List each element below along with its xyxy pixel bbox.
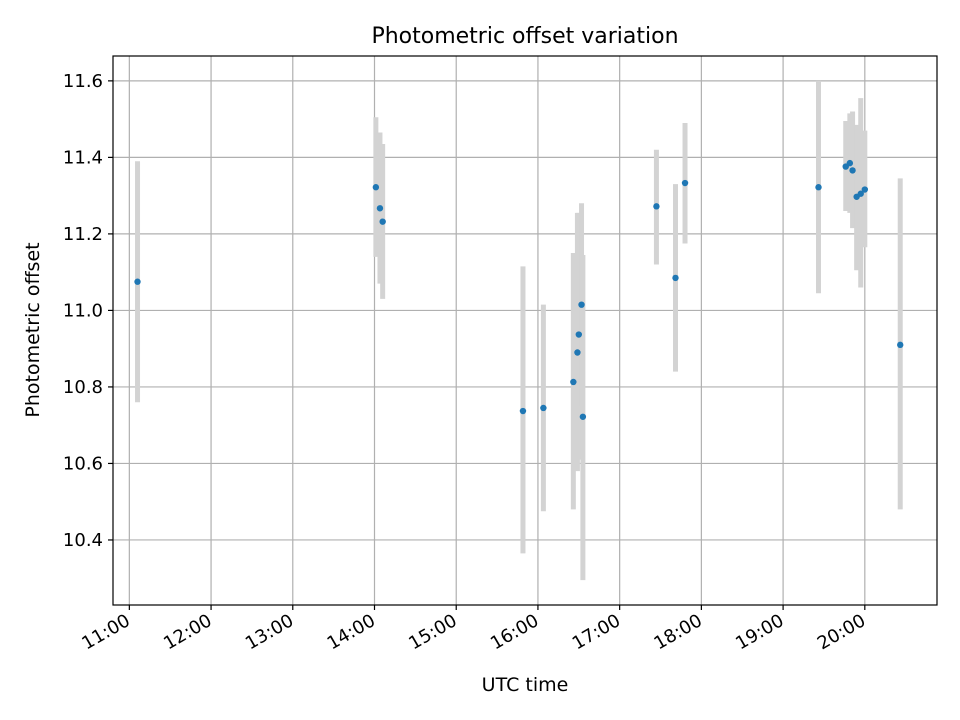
y-axis-ticks: 10.4 10.6 10.8 11.0 11.2 11.4 11.6 [63, 71, 113, 551]
data-point [575, 331, 582, 338]
x-axis-label: UTC time [482, 674, 569, 696]
y-tick-label: 11.6 [63, 71, 103, 92]
data-point [846, 159, 854, 167]
data-point [570, 378, 577, 386]
data-point [579, 413, 587, 420]
data-point [861, 186, 869, 193]
data-point [574, 349, 581, 356]
data-point [578, 301, 585, 308]
y-tick-label: 10.8 [63, 377, 103, 398]
data-points [134, 159, 904, 420]
data-point [519, 407, 527, 415]
data-point [681, 179, 689, 187]
data-point [653, 203, 660, 210]
data-point [540, 404, 547, 412]
y-axis-label: Photometric offset [22, 242, 44, 417]
data-point [857, 190, 864, 197]
data-point [134, 278, 141, 285]
y-tick-label: 10.4 [63, 530, 103, 551]
data-point [815, 184, 822, 191]
y-tick-label: 11.2 [63, 224, 103, 245]
y-tick-label: 11.0 [63, 300, 103, 321]
y-tick-label: 11.4 [63, 147, 103, 168]
y-tick-label: 10.6 [63, 453, 103, 474]
chart-title: Photometric offset variation [371, 24, 678, 49]
data-point [897, 341, 904, 349]
data-point [672, 274, 679, 282]
data-point [379, 218, 386, 225]
data-point [376, 205, 384, 212]
plot-frame [112, 55, 938, 606]
data-point [372, 184, 380, 191]
data-point [849, 167, 856, 174]
